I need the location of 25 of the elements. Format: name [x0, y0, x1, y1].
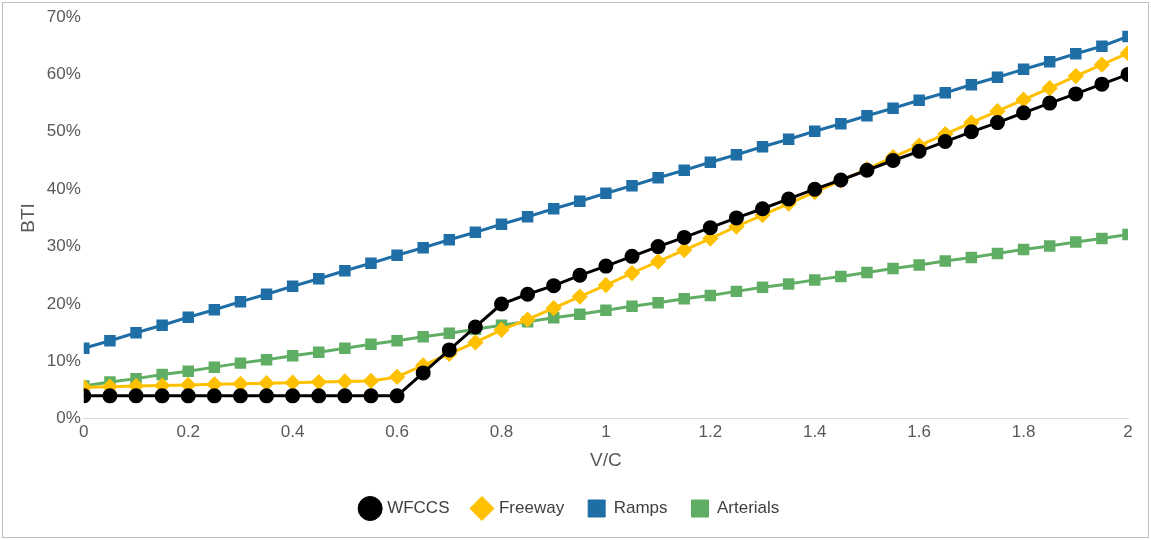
- legend-label: Freeway: [498, 498, 565, 518]
- x-tick-label: 0.2: [176, 421, 201, 441]
- x-tick-label: 0.4: [280, 421, 305, 441]
- legend-label: Arterials: [717, 498, 780, 518]
- y-axis-title: BTI: [16, 203, 38, 233]
- x-tick-label: 0: [79, 421, 89, 441]
- x-tick-label: 0.6: [385, 421, 409, 441]
- x-tick-label: 1.4: [802, 421, 827, 441]
- y-tick-label: 60%: [46, 64, 81, 84]
- y-tick-label: 10%: [46, 351, 81, 371]
- x-tick-label: 1.6: [907, 421, 931, 441]
- y-tick-label: 0%: [56, 408, 81, 428]
- legend-label: Ramps: [613, 498, 668, 518]
- y-tick-label: 50%: [46, 121, 81, 141]
- legend-label: WFCCS: [387, 498, 450, 518]
- x-tick-label: 1.8: [1011, 421, 1036, 441]
- x-axis-title: V/C: [590, 448, 622, 470]
- y-tick-label: 70%: [46, 6, 81, 26]
- y-tick-label: 20%: [46, 293, 81, 313]
- x-tick-label: 0.8: [489, 421, 514, 441]
- x-tick-label: 1: [601, 421, 611, 441]
- y-tick-label: 30%: [46, 236, 81, 256]
- x-tick-label: 2: [1123, 421, 1133, 441]
- y-tick-label: 40%: [46, 178, 81, 198]
- x-tick-label: 1.2: [698, 421, 723, 441]
